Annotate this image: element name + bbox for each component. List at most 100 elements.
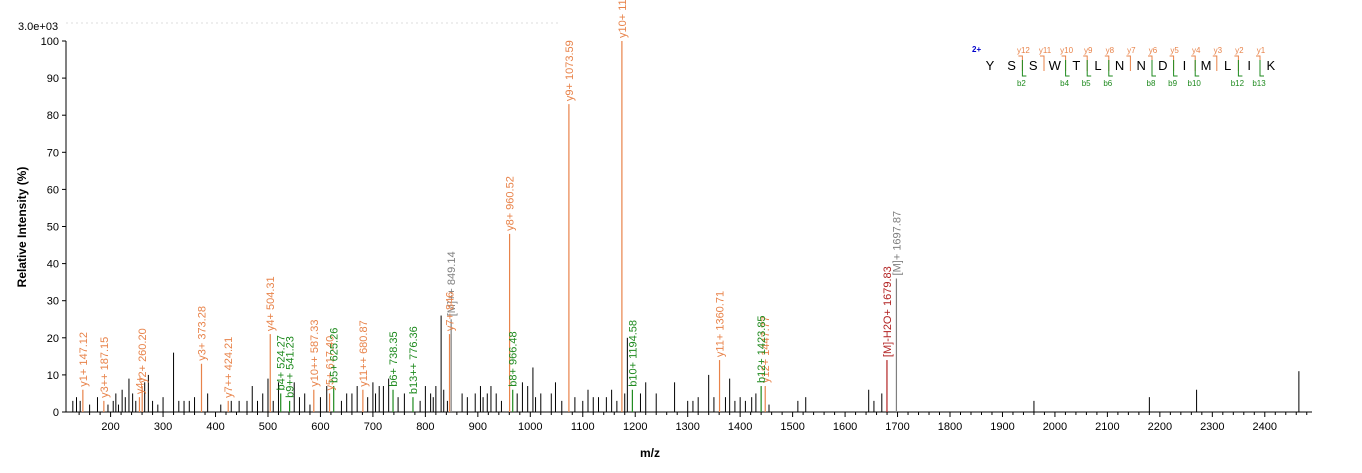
peak-label: y7+ 846	[445, 292, 457, 331]
x-tick-label: 2400	[1253, 421, 1277, 433]
y-tick-label: 100	[41, 36, 59, 48]
peak-label: y3++ 187.15	[99, 337, 111, 398]
peak-label: y5+ 617.40	[325, 336, 337, 391]
x-tick-label: 1700	[885, 421, 909, 433]
x-tick-label: 1500	[780, 421, 804, 433]
peak-label: y12+ 1447.77	[760, 316, 772, 383]
peak-label: b5+ 625.26	[329, 328, 341, 383]
y-ion-bracket	[1191, 55, 1196, 71]
b-ion-label: b10	[1188, 79, 1202, 88]
b-ion-bracket	[1237, 60, 1243, 77]
sequence-residue: W	[1049, 58, 1062, 73]
sequence-residue: I	[1183, 58, 1187, 73]
sequence-residue: N	[1137, 58, 1146, 73]
b-ion-label: b9	[1168, 79, 1177, 88]
sequence-residue: L	[1094, 58, 1101, 73]
y-tick-label: 70	[47, 147, 59, 159]
b-ion-label: b2	[1017, 79, 1026, 88]
peak-label: b9++ 541.23	[285, 336, 297, 398]
x-tick-label: 1400	[728, 421, 752, 433]
sequence-residue: L	[1224, 58, 1231, 73]
y-ion-label: y2	[1235, 46, 1244, 55]
unannotated-peaks	[72, 315, 1300, 412]
b-ion-label: b4	[1060, 79, 1069, 88]
x-tick-label: 1300	[675, 421, 699, 433]
x-tick-label: 2000	[1043, 421, 1067, 433]
peak-label: y2+ 260.20	[137, 328, 149, 383]
peak-label: y10++ 587.33	[309, 319, 321, 386]
y-tick-label: 40	[47, 259, 59, 271]
y-ion-bracket	[1104, 55, 1110, 71]
peak-label: b6+ 738.35	[388, 331, 400, 386]
y-ion-bracket	[1061, 55, 1067, 71]
b-ion-bracket	[1194, 60, 1200, 77]
y-tick-label: 10	[47, 370, 59, 382]
peak-label: y1+ 147.12	[78, 332, 90, 387]
x-tick-label: 700	[364, 421, 382, 433]
b-ion-label: b8	[1147, 79, 1156, 88]
y-ion-label: y11	[1039, 46, 1052, 55]
y-tick-label: 80	[47, 110, 59, 122]
y-ion-label: y7	[1127, 46, 1136, 55]
x-axis-title: m/z	[640, 446, 660, 460]
y-ion-bracket	[1212, 55, 1218, 71]
x-tick-label: 2300	[1200, 421, 1224, 433]
sequence-residue: I	[1247, 58, 1251, 73]
peak-label: [M]-H2O+ 1679.83	[882, 266, 894, 357]
sequence-residue: Y	[986, 58, 995, 73]
b-ion-bracket	[1151, 60, 1156, 77]
y-ion-bracket	[1083, 55, 1088, 71]
peak-label: b10+ 1194.58	[627, 320, 639, 387]
y-ion-bracket	[1148, 55, 1153, 71]
y-ion-label: y12	[1017, 46, 1030, 55]
sequence-residue: D	[1158, 58, 1167, 73]
x-tick-label: 1100	[571, 421, 595, 433]
peak-label: y11++ 680.87	[358, 320, 370, 386]
peak-label: b12+ 1423.85	[756, 315, 768, 383]
y-ion-label: y3	[1214, 46, 1223, 55]
x-tick-label: 500	[259, 421, 277, 433]
peak-label: y3+ 373.28	[197, 306, 209, 361]
b-ion-label: b13	[1252, 79, 1266, 88]
y-tick-label: 0	[53, 407, 59, 419]
peak-label: b13++ 776.36	[408, 326, 420, 394]
b-ion-bracket	[1108, 60, 1113, 77]
x-tick-label: 300	[154, 421, 172, 433]
b-ion-bracket	[1086, 60, 1092, 77]
y-ion-bracket	[1169, 55, 1175, 71]
peak-label: y11+ 1360.71	[715, 291, 727, 357]
y-ion-bracket	[1126, 55, 1131, 71]
sequence-residue: N	[1115, 58, 1124, 73]
y-tick-label: 50	[47, 222, 59, 234]
peak-label: b8+ 966.48	[508, 331, 520, 386]
y-ion-label: y4	[1192, 46, 1201, 55]
sequence-residue: S	[1029, 58, 1038, 73]
y-ion-bracket	[1256, 55, 1261, 71]
y-ion-label: y6	[1149, 46, 1158, 55]
x-tick-label: 1000	[518, 421, 542, 433]
x-tick-label: 2200	[1148, 421, 1172, 433]
b-ion-label: b12	[1231, 79, 1245, 88]
b-ion-bracket	[1065, 60, 1070, 77]
y-ion-bracket	[1040, 55, 1045, 71]
peak-label: [M]+ 1697.87	[891, 211, 903, 276]
x-tick-label: 800	[416, 421, 434, 433]
intensity-scale-label: 3.0e+03	[18, 21, 58, 33]
peak-label: y10+ 1174.6	[617, 0, 629, 38]
y-tick-label: 90	[47, 73, 59, 85]
y-ion-bracket	[1018, 55, 1023, 71]
peak-label: y9+ 1073.59	[564, 40, 576, 101]
x-tick-label: 1600	[833, 421, 857, 433]
peak-label: y4+	[134, 376, 146, 394]
y-ion-label: y5	[1170, 46, 1179, 55]
x-tick-label: 900	[469, 421, 487, 433]
y-axis-title: Relative Intensity (%)	[15, 167, 29, 288]
x-tick-label: 1800	[938, 421, 962, 433]
sequence-residue: M	[1201, 58, 1212, 73]
x-tick-label: 1200	[623, 421, 647, 433]
x-tick-label: 2100	[1095, 421, 1119, 433]
y-ion-label: y8	[1106, 46, 1115, 55]
b-ion-bracket	[1173, 60, 1178, 77]
